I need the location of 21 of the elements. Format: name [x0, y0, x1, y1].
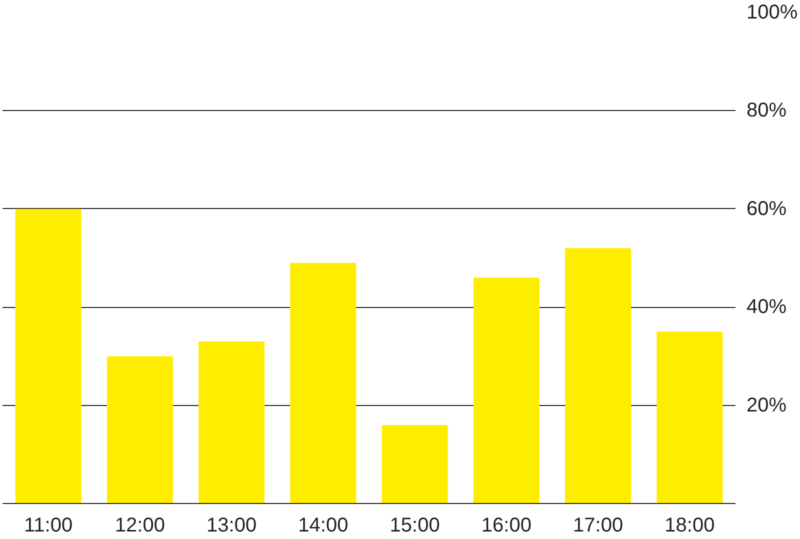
x-tick-label: 13:00 — [206, 514, 257, 536]
bar — [106, 356, 173, 504]
y-tick-label: 60% — [746, 198, 787, 220]
x-tick-label: 18:00 — [664, 514, 715, 536]
y-tick-label: 40% — [746, 296, 787, 318]
x-tick-label: 11:00 — [24, 514, 73, 536]
bar — [198, 341, 265, 504]
bar — [473, 278, 540, 504]
y-tick-label: 20% — [746, 394, 787, 416]
bar — [382, 424, 448, 504]
x-tick-label: 12:00 — [114, 514, 165, 536]
x-tick-label: 16:00 — [481, 514, 532, 536]
bar — [565, 248, 632, 504]
bar — [290, 262, 356, 504]
x-tick-label: 15:00 — [390, 514, 440, 536]
x-tick-label: 14:00 — [298, 514, 348, 536]
y-tick-label: 80% — [746, 100, 787, 122]
x-tick-label: 17:00 — [573, 514, 624, 536]
bar — [656, 332, 723, 504]
bar — [15, 208, 82, 504]
y-tick-label: 100% — [746, 2, 798, 24]
